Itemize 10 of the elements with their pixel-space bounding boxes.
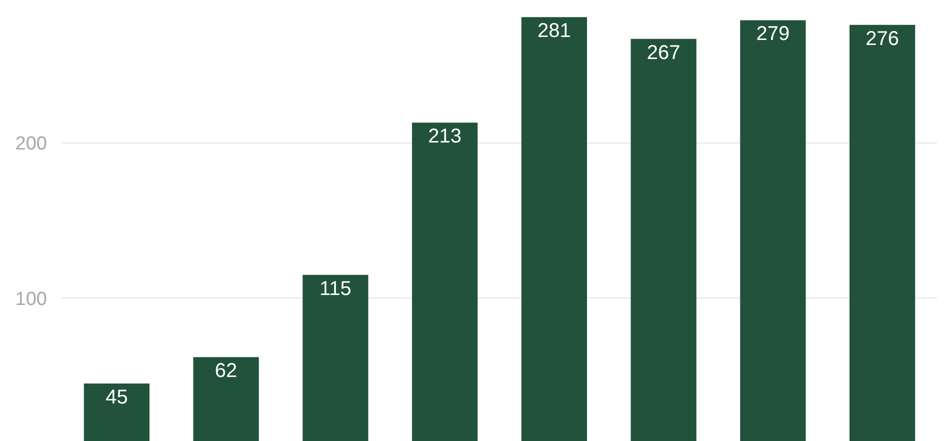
data-label: 267 bbox=[646, 42, 680, 64]
data-label: 281 bbox=[538, 20, 571, 42]
data-label: 213 bbox=[428, 126, 462, 148]
y-tick-label: 100 bbox=[15, 288, 47, 310]
data-label: 279 bbox=[756, 23, 790, 46]
y-tick-label: 200 bbox=[15, 134, 47, 155]
data-label: 45 bbox=[106, 386, 128, 409]
data-label: 115 bbox=[319, 278, 352, 300]
data-label: 62 bbox=[214, 360, 238, 382]
data-label: 276 bbox=[866, 28, 900, 50]
